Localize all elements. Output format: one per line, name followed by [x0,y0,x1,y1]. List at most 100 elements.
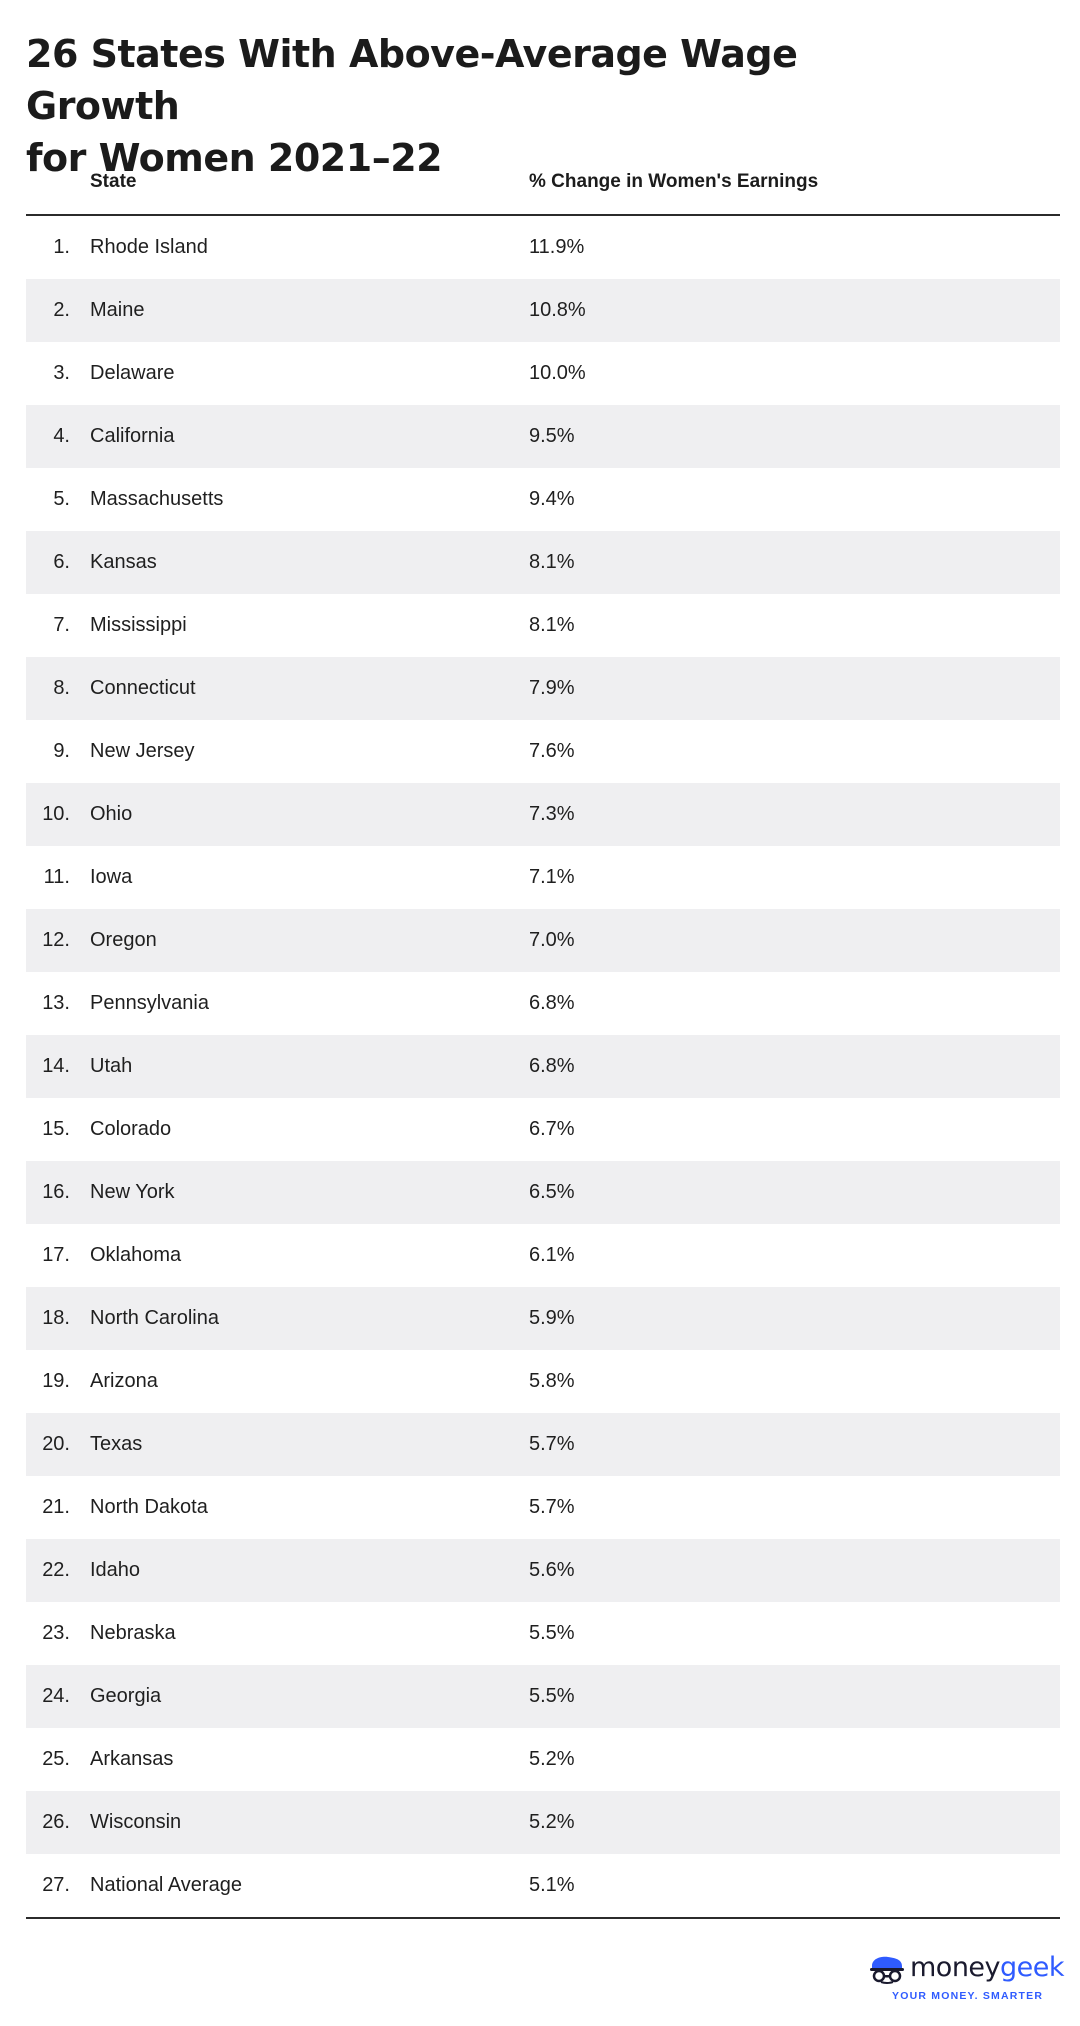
rank-cell: 24. [42,1685,70,1707]
state-cell: Pennsylvania [90,992,209,1014]
change-cell: 10.8% [529,299,586,321]
rank-cell: 16. [42,1181,70,1203]
table-row: 20. Texas 5.7% [26,1413,1060,1476]
page-title: 26 States With Above-Average Wage Growth… [26,28,926,184]
table-row: 18. North Carolina 5.9% [26,1287,1060,1350]
table-row: 9. New Jersey 7.6% [26,720,1060,783]
table-row: 2. Maine 10.8% [26,279,1060,342]
rank-cell: 18. [42,1307,70,1329]
change-cell: 5.7% [529,1433,575,1455]
table-row: 11. Iowa 7.1% [26,846,1060,909]
rank-cell: 17. [42,1244,70,1266]
table-row: 10. Ohio 7.3% [26,783,1060,846]
state-cell: National Average [90,1874,242,1896]
table-row: 6. Kansas 8.1% [26,531,1060,594]
column-header-change: % Change in Women's Earnings [529,171,819,192]
state-cell: Delaware [90,362,175,384]
rank-cell: 12. [42,929,70,951]
table-row: 23. Nebraska 5.5% [26,1602,1060,1665]
change-cell: 7.1% [529,866,575,888]
table-row: 14. Utah 6.8% [26,1035,1060,1098]
table-row: 22. Idaho 5.6% [26,1539,1060,1602]
state-cell: Iowa [90,866,133,888]
change-cell: 5.9% [529,1307,575,1329]
table-row: 19. Arizona 5.8% [26,1350,1060,1413]
change-cell: 5.8% [529,1370,575,1392]
change-cell: 6.7% [529,1118,575,1140]
moneygeek-logo: moneygeek YOUR MONEY. SMARTER [868,1950,1065,2008]
state-cell: New Jersey [90,740,195,762]
state-cell: Rhode Island [90,236,208,258]
rank-cell: 11. [43,866,70,888]
table-row: 16. New York 6.5% [26,1161,1060,1224]
table-row: 24. Georgia 5.5% [26,1665,1060,1728]
state-cell: Wisconsin [90,1811,182,1833]
rank-cell: 14. [42,1055,70,1077]
state-cell: North Carolina [90,1307,219,1329]
rank-cell: 9. [53,740,70,762]
change-cell: 5.5% [529,1622,575,1644]
rank-cell: 1. [53,236,70,258]
rank-cell: 13. [42,992,70,1014]
change-cell: 7.0% [529,929,575,951]
rank-cell: 6. [53,551,70,573]
table-row: 7. Mississippi 8.1% [26,594,1060,657]
change-cell: 5.2% [529,1748,575,1770]
change-cell: 9.4% [529,488,575,510]
table-row: 13. Pennsylvania 6.8% [26,972,1060,1035]
rank-cell: 10. [42,803,70,825]
table-row: 15. Colorado 6.7% [26,1098,1060,1161]
table-row: 4. California 9.5% [26,405,1060,468]
state-cell: Massachusetts [90,488,224,510]
rank-cell: 21. [42,1496,70,1518]
change-cell: 6.8% [529,1055,575,1077]
state-cell: Arkansas [90,1748,174,1770]
table-bottom-rule [26,1917,1060,1919]
change-cell: 5.5% [529,1685,575,1707]
state-cell: California [90,425,175,447]
table-row: 3. Delaware 10.0% [26,342,1060,405]
brand-name: moneygeek [910,1952,1065,1983]
rank-cell: 25. [42,1748,70,1770]
state-cell: Maine [90,299,145,321]
rank-cell: 27. [42,1874,70,1896]
column-header-state: State [90,171,137,192]
change-cell: 5.7% [529,1496,575,1518]
rank-cell: 4. [53,425,70,447]
rank-cell: 22. [42,1559,70,1581]
table-row: 17. Oklahoma 6.1% [26,1224,1060,1287]
state-cell: Nebraska [90,1622,176,1644]
table-row: 21. North Dakota 5.7% [26,1476,1060,1539]
state-cell: Mississippi [90,614,187,636]
state-cell: Kansas [90,551,157,573]
table-row: 5. Massachusetts 9.4% [26,468,1060,531]
state-cell: Oregon [90,929,157,951]
change-cell: 6.5% [529,1181,575,1203]
state-cell: Idaho [90,1559,141,1581]
state-cell: Utah [90,1055,133,1077]
state-cell: North Dakota [90,1496,208,1518]
state-cell: Connecticut [90,677,196,699]
rank-cell: 7. [53,614,70,636]
rank-cell: 3. [53,362,70,384]
table-row: 25. Arkansas 5.2% [26,1728,1060,1791]
state-cell: Arizona [90,1370,158,1392]
table-row: 8. Connecticut 7.9% [26,657,1060,720]
table-row: 26. Wisconsin 5.2% [26,1791,1060,1854]
title-line-1: 26 States With Above-Average Wage Growth [26,32,798,128]
table-row: 27. National Average 5.1% [26,1854,1060,1917]
change-cell: 8.1% [529,551,575,573]
state-cell: Colorado [90,1118,172,1140]
state-cell: Oklahoma [90,1244,182,1266]
change-cell: 7.9% [529,677,575,699]
table-row: 1. Rhode Island 11.9% [26,216,1060,279]
rank-cell: 26. [42,1811,70,1833]
rankings-table: State % Change in Women's Earnings 1. Rho… [26,159,1060,1919]
change-cell: 5.2% [529,1811,575,1833]
change-cell: 7.3% [529,803,575,825]
change-cell: 11.9% [529,236,585,258]
change-cell: 5.6% [529,1559,575,1581]
rank-cell: 15. [42,1118,70,1140]
table-body: 1. Rhode Island 11.9% 2. Maine 10.8% 3. Delawar… [26,216,1060,1917]
table-row: 12. Oregon 7.0% [26,909,1060,972]
